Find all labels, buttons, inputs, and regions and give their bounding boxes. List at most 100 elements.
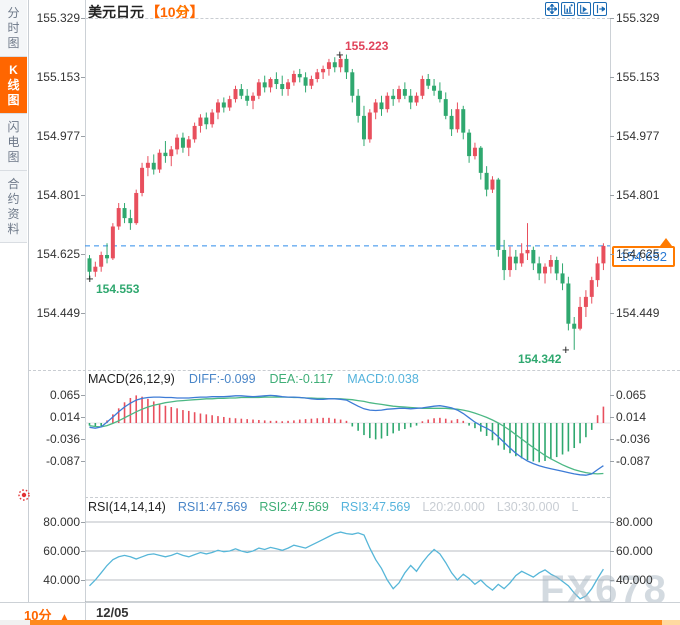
axis-tick <box>610 254 614 255</box>
rsi-axis-label-right: 40.000 <box>616 573 653 587</box>
candle-body <box>262 82 267 88</box>
rsi3-value: RSI3:47.569 <box>340 500 411 514</box>
rsi-header: RSI(14,14,14) RSI1:47.569 RSI2:47.569 RS… <box>88 500 578 514</box>
zoom-play-icon[interactable] <box>577 2 591 16</box>
sidebar-tab-3[interactable]: 闪 电 图 <box>0 114 27 171</box>
candle-body <box>578 306 583 329</box>
go-latest-icon[interactable] <box>593 2 607 16</box>
candle-body <box>251 95 256 101</box>
candle-body <box>525 249 530 254</box>
interval-arrow-icon: ▲ <box>59 612 70 623</box>
macd-axis-label-left: 0.065 <box>49 388 80 402</box>
candle-body <box>502 249 507 271</box>
candle-body <box>361 115 366 140</box>
price-axis-label-left: 154.449 <box>36 306 80 320</box>
candle-body <box>303 77 308 86</box>
candle-body <box>140 167 145 193</box>
indicator-hot-icon[interactable] <box>17 488 31 507</box>
candle-body <box>344 58 349 73</box>
candle-body <box>437 90 442 100</box>
chart-scrollbar[interactable] <box>0 620 680 625</box>
axis-tick <box>610 551 614 552</box>
move-icon[interactable] <box>545 2 559 16</box>
macd-panel[interactable] <box>85 388 610 498</box>
axis-tick <box>610 18 614 19</box>
candle-body <box>110 226 115 259</box>
price-axis-label-left: 155.153 <box>36 70 80 84</box>
low-left-cross-marker: + <box>86 271 94 286</box>
candle-body <box>531 249 536 264</box>
candle-body <box>297 73 302 78</box>
macd-dea-value: DEA:-0.117 <box>269 372 334 386</box>
axis-tick <box>610 461 614 462</box>
zoom-range-icon[interactable] <box>561 2 575 16</box>
macd-macd-value: MACD:0.038 <box>347 372 419 386</box>
axis-tick <box>610 195 614 196</box>
rsi-axis-label-left: 40.000 <box>43 573 80 587</box>
candle-body <box>426 79 431 86</box>
candle-body <box>291 73 296 83</box>
sidebar-tab-2[interactable]: K 线 图 <box>0 57 27 114</box>
date-label: 12/05 <box>96 605 129 620</box>
scrollbar-thumb[interactable] <box>30 620 672 625</box>
candle-body <box>157 152 162 170</box>
price-axis-label-left: 154.625 <box>36 247 80 261</box>
candle-body <box>385 95 390 110</box>
axis-tick <box>610 136 614 137</box>
candle-body <box>560 273 565 284</box>
candle-body <box>467 132 472 157</box>
candle-body <box>455 109 460 130</box>
candle-body <box>367 112 372 140</box>
price-axis-label-right: 155.153 <box>616 70 660 84</box>
page-title: 美元日元 【10分】 <box>88 2 204 22</box>
candle-body <box>443 99 448 116</box>
candle-body <box>192 125 197 140</box>
rsi-axis-label-left: 80.000 <box>43 515 80 529</box>
candle-body <box>245 95 250 101</box>
candle-body <box>233 89 238 100</box>
macd-axis-label-right: 0.065 <box>616 388 647 402</box>
sidebar-tab-1[interactable]: 分 时 图 <box>0 0 27 57</box>
sidebar-tab-4[interactable]: 合 约 资 料 <box>0 171 27 243</box>
axis-tick <box>610 395 614 396</box>
candle-body <box>513 256 518 264</box>
macd-diff-line <box>89 394 604 476</box>
candle-body <box>321 68 326 73</box>
price-axis-label-right: 154.449 <box>616 306 660 320</box>
candlestick-chart[interactable]: + + + 155.223 154.553 154.342 <box>85 18 610 369</box>
candle-body <box>87 258 92 272</box>
current-price-arrow-icon <box>660 238 672 246</box>
candle-body <box>595 263 600 281</box>
candle-body <box>583 296 588 307</box>
macd-header: MACD(26,12,9) DIFF:-0.099 DEA:-0.117 MAC… <box>88 372 419 386</box>
axis-tick <box>81 580 85 581</box>
axis-tick <box>81 313 85 314</box>
candle-body <box>204 117 209 125</box>
time-axis-bar: 10分 ▲ 12/05 <box>0 602 680 624</box>
candle-body <box>116 208 121 227</box>
rsi-l30-value: L30:30.000 <box>496 500 560 514</box>
rsi-panel[interactable] <box>85 516 610 602</box>
candle-body <box>286 82 291 90</box>
candle-body <box>461 109 466 133</box>
candle-body <box>432 85 437 91</box>
candle-body <box>210 112 215 125</box>
price-axis-label-left: 154.977 <box>36 129 80 143</box>
candle-body <box>566 283 571 324</box>
candle-body <box>186 139 191 148</box>
axis-tick <box>81 395 85 396</box>
candle-body <box>215 102 220 113</box>
rsi2-value: RSI2:47.569 <box>259 500 329 514</box>
symbol-name: 美元日元 <box>88 4 144 20</box>
candle-body <box>175 137 180 150</box>
zoom-out-icon[interactable]: ⊖ <box>176 2 188 18</box>
axis-tick <box>81 195 85 196</box>
price-axis-label-right: 155.329 <box>616 11 660 25</box>
candle-body <box>537 263 542 274</box>
low-right-cross-marker: + <box>562 342 570 357</box>
plot-right-border <box>610 18 611 602</box>
candle-body <box>543 266 548 274</box>
candle-body <box>472 147 477 157</box>
interval-selector[interactable]: 10分 ▲ <box>24 605 69 624</box>
